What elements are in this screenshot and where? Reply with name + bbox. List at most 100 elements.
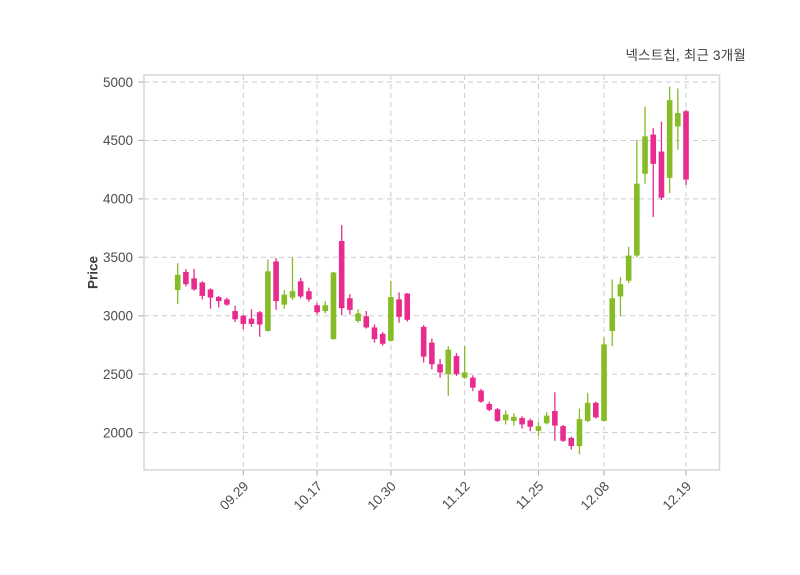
candle-down [683, 110, 689, 185]
candle-down [396, 292, 402, 323]
x-tick-labels: 09.29 10.17 10.30 11.12 11.25 12.08 12.19 [217, 479, 694, 514]
candle-body [658, 151, 665, 198]
candle-body [215, 297, 222, 302]
y-axis-label: Price [85, 255, 101, 290]
candle-body [289, 291, 296, 298]
candle-down [191, 268, 197, 291]
candle-body [552, 410, 558, 426]
candle-down [306, 287, 312, 302]
candle-body [609, 298, 616, 331]
candle-body [322, 305, 329, 312]
candle-up [330, 271, 337, 340]
candle-body [256, 312, 263, 325]
candle-down [347, 294, 353, 315]
candle-down [314, 302, 320, 315]
candle-body [642, 136, 648, 174]
y-tick-label: 4000 [103, 192, 133, 207]
candle-up [609, 279, 616, 347]
candle-down [519, 416, 525, 429]
candle-body [281, 294, 288, 305]
axis-ticks [138, 81, 687, 476]
candle-body [519, 417, 525, 425]
candle-up [289, 257, 296, 300]
candle-body [527, 420, 534, 427]
candle-up [322, 301, 329, 314]
candle-body [429, 342, 435, 365]
candle-down [273, 257, 279, 310]
candle-down [429, 338, 435, 370]
candle-body [650, 134, 657, 164]
candle-body [338, 240, 345, 309]
candle-body [511, 416, 517, 421]
candle-body [502, 414, 509, 421]
candle-body [576, 419, 583, 447]
candle-body [478, 390, 484, 402]
candle-down [650, 128, 657, 217]
candle-body [191, 278, 197, 290]
x-tick-label: 12.19 [660, 479, 695, 514]
x-tick-label: 11.12 [439, 479, 473, 513]
candle-body [248, 318, 255, 324]
candle-up [634, 139, 640, 258]
candle-body [453, 356, 460, 375]
candle-up [617, 277, 624, 317]
candle-down [404, 292, 411, 322]
candle-body [666, 100, 673, 178]
candle-down [379, 332, 386, 346]
candle-up [535, 422, 542, 436]
candle-down [560, 425, 566, 442]
candle-down [568, 436, 575, 450]
x-tick-label: 09.29 [217, 479, 252, 514]
candle-body [207, 289, 214, 298]
candle-up [642, 106, 648, 184]
candle-up [511, 413, 517, 426]
candle-down [215, 295, 222, 308]
candle-down [527, 418, 534, 432]
candle-down [494, 408, 501, 423]
candle-body [314, 305, 320, 313]
candle-down [240, 314, 247, 330]
x-tick-label: 10.17 [291, 479, 326, 514]
candles [174, 86, 689, 455]
candle-body [560, 426, 566, 441]
candle-down [199, 281, 206, 300]
candle-up [584, 392, 591, 423]
candle-body [543, 415, 550, 424]
candle-body [371, 327, 378, 340]
candle-body [593, 402, 599, 418]
candle-body [347, 298, 353, 310]
candle-up [461, 346, 468, 379]
candle-body [224, 299, 230, 305]
y-tick-label: 2000 [103, 425, 133, 440]
candle-down [248, 309, 255, 327]
candle-body [486, 403, 493, 410]
gridlines [144, 75, 720, 470]
candle-up [445, 346, 452, 396]
candle-down [552, 392, 558, 441]
candle-body [437, 364, 443, 373]
candle-down [371, 324, 378, 343]
candle-body [297, 281, 304, 297]
candle-body [232, 311, 238, 320]
candle-down [224, 297, 230, 306]
candle-down [207, 288, 214, 309]
x-tick-label: 11.25 [513, 479, 547, 513]
candle-body [306, 291, 312, 300]
candle-body [470, 377, 476, 388]
candle-down [338, 225, 345, 316]
candle-body [601, 344, 607, 421]
candle-body [396, 299, 402, 317]
x-tick-label: 10.30 [364, 479, 399, 514]
candle-up [543, 412, 550, 425]
candle-body [535, 426, 542, 431]
candle-body [330, 272, 337, 340]
candle-up [675, 88, 681, 150]
x-tick-label: 12.08 [578, 479, 613, 514]
plot-border-rect [143, 74, 721, 471]
y-tick-labels: 2000 2500 3000 3500 4000 4500 5000 [103, 75, 133, 441]
candle-body [420, 326, 427, 357]
candle-body [363, 316, 370, 328]
candle-body [625, 255, 632, 281]
candle-down [453, 353, 460, 376]
